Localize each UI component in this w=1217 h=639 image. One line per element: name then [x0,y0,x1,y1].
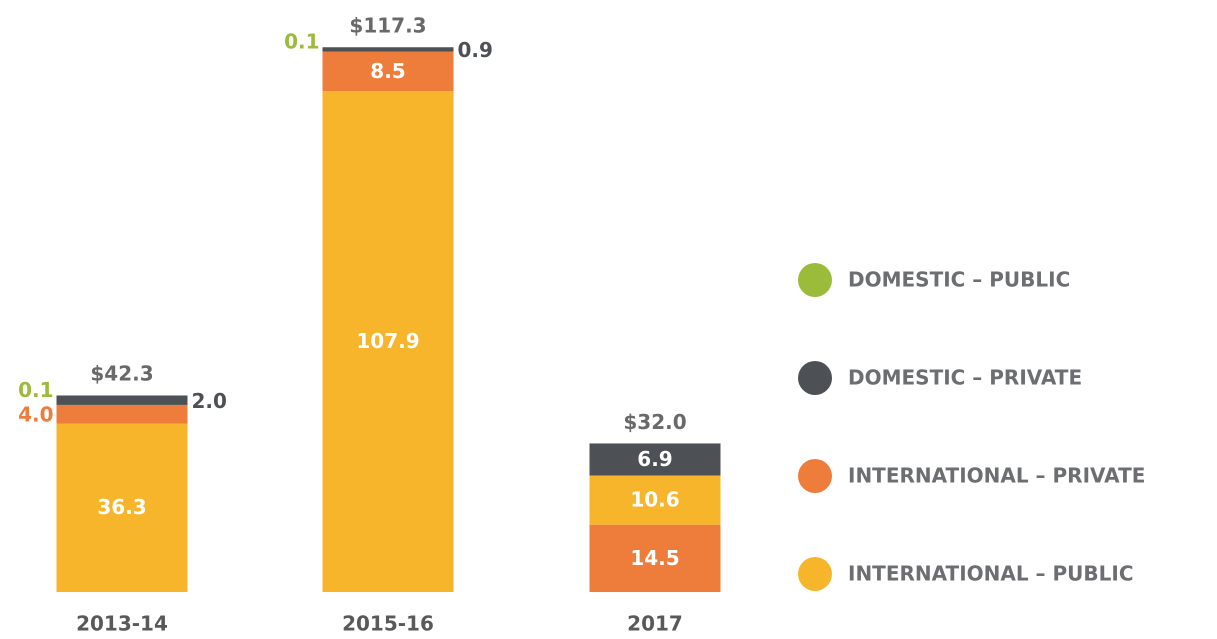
legend-swatch [798,263,832,297]
legend-label: INTERNATIONAL – PRIVATE [848,464,1145,488]
data-label: 2.0 [192,389,227,413]
legend-label: INTERNATIONAL – PUBLIC [848,562,1134,586]
data-label: 0.1 [18,378,53,402]
data-label: 8.5 [370,59,405,83]
total-label: $32.0 [623,410,686,434]
data-label: 0.9 [458,38,493,62]
x-tick-label: 2013-14 [76,612,168,636]
total-label: $117.3 [349,14,426,38]
data-label: 0.1 [284,30,319,54]
x-tick-label: 2015-16 [342,612,434,636]
bar-segment [57,396,188,405]
legend-swatch [798,557,832,591]
legend-swatch [798,361,832,395]
legend-label: DOMESTIC – PUBLIC [848,268,1070,292]
x-tick-label: 2017 [627,612,683,636]
total-label: $42.3 [90,362,153,386]
legend-swatch [798,459,832,493]
bar-segment [57,405,188,424]
data-label: 14.5 [630,546,679,570]
bar-segment [323,47,454,51]
data-label: 36.3 [97,495,146,519]
legend-label: DOMESTIC – PRIVATE [848,366,1082,390]
data-label: 10.6 [630,488,679,512]
data-label: 107.9 [356,329,419,353]
data-label: 6.9 [637,447,672,471]
data-label: 4.0 [18,403,53,427]
